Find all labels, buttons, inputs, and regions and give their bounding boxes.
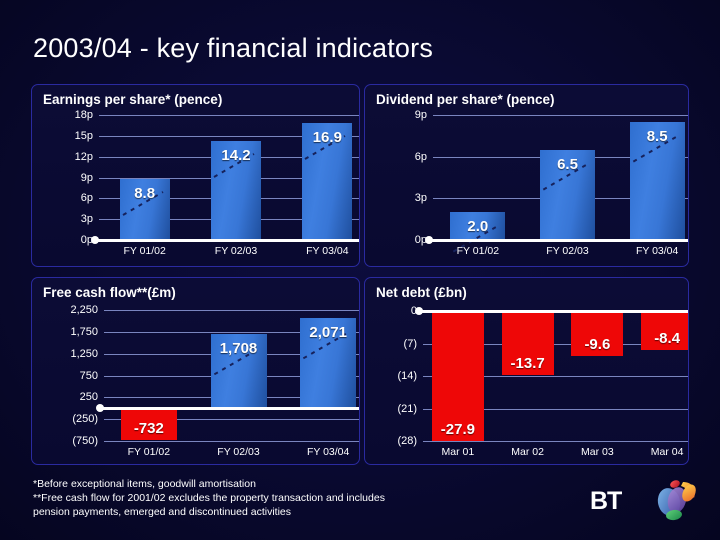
y-axis-tick-label: 3p [80, 213, 93, 226]
y-axis-tick-label: 250 [79, 391, 98, 404]
bt-logo: BT [590, 476, 698, 522]
bar-value-label: 2,071 [309, 323, 347, 341]
chart-title-free-cash-flow: Free cash flow**(£m) [43, 285, 176, 300]
axis-endpoint-dot-left [96, 404, 104, 413]
y-axis-tick-label: (21) [397, 402, 417, 415]
bar-netdebt-0 [431, 311, 484, 441]
page-title: 2003/04 - key financial indicators [33, 33, 434, 63]
chart-title-earnings-per-share: Earnings per share* (pence) [43, 92, 223, 107]
gridline [104, 441, 359, 442]
bar-dps-0 [450, 212, 506, 240]
x-axis-category-label: Mar 04 [650, 446, 684, 458]
x-axis-category-label: FY 02/03 [546, 245, 589, 257]
bar-value-label: 6.5 [557, 155, 578, 173]
bar-eps-0 [119, 178, 170, 240]
bar-value-label: -8.4 [654, 330, 681, 347]
bar-eps-1 [211, 141, 261, 240]
y-axis-tick-label: 18p [74, 109, 93, 121]
chart-panel-free-cash-flow: Free cash flow**(£m) (750) (250) 250 750 1,2… [31, 277, 360, 465]
y-axis-tick-label: 3p [414, 192, 427, 205]
gridline [104, 310, 359, 311]
axis-endpoint-dot-left [91, 236, 99, 244]
y-axis-tick-label: 1,750 [70, 325, 98, 338]
bar-value-label: -9.6 [584, 335, 611, 353]
y-axis-tick-label: 750 [79, 369, 98, 382]
y-axis-tick-label: 0p [80, 234, 93, 246]
y-axis-tick-label: (28) [397, 435, 417, 447]
y-axis-tick-label: 6p [414, 150, 427, 163]
x-axis-category-label: Mar 03 [581, 446, 614, 458]
footnote-line-2: **Free cash flow for 2001/02 excludes th… [33, 492, 385, 504]
y-axis-tick-label: (750) [72, 435, 98, 447]
y-axis-tick-label: 0p [414, 234, 427, 246]
footnote-line-3: pension payments, emerged and discontinu… [33, 506, 291, 518]
gridline [99, 115, 359, 116]
chart-title-net-debt: Net debt (£bn) [376, 285, 467, 300]
gridline [433, 115, 688, 116]
x-axis-category-label: FY 01/02 [127, 446, 171, 458]
bar-value-label: 8.8 [134, 184, 156, 202]
bt-wordmark: BT [590, 487, 622, 515]
chart-panel-dividend-per-share: Dividend per share* (pence) 0p 3p 6p 9p 2.0 F… [364, 84, 689, 267]
chart-panel-earnings-per-share: Earnings per share* (pence) 0p 3p 6p 9p 12p 1… [31, 84, 360, 267]
gridline [104, 331, 359, 333]
bar-dps-2 [629, 121, 685, 240]
bar-value-label: 16.9 [312, 128, 342, 146]
bar-value-label: -732 [133, 420, 164, 438]
gridline [423, 343, 688, 345]
x-axis-category-label: FY 03/04 [306, 245, 349, 257]
axis-endpoint-dot-left [425, 236, 433, 244]
bar-value-label: -27.9 [440, 420, 475, 438]
axis-endpoint-dot-left [415, 307, 423, 315]
chart-panel-net-debt: Net debt (£bn) 0 (7) (14) (21) (28) -27.9 Mar … [364, 277, 689, 465]
bar-dps-1 [540, 149, 595, 240]
bar-fcf-0 [120, 408, 177, 441]
chart-title-dividend-per-share: Dividend per share* (pence) [376, 92, 555, 107]
x-axis-category-label: FY 01/02 [456, 245, 500, 257]
x-axis-category-label: FY 02/03 [217, 446, 260, 458]
bar-fcf-2 [300, 317, 357, 409]
y-axis-tick-label: 9p [80, 171, 93, 184]
y-axis-tick-label: 9p [414, 109, 427, 121]
x-axis-category-label: Mar 02 [511, 446, 544, 458]
x-axis-category-label: FY 01/02 [123, 245, 166, 257]
bar-value-label: 14.2 [221, 147, 251, 165]
bar-value-label: 2.0 [467, 218, 489, 236]
y-axis-tick-label: 6p [80, 192, 93, 205]
zero-axis-line [95, 239, 359, 242]
bar-value-label: 1,708 [219, 339, 258, 357]
bar-fcf-1 [210, 333, 267, 409]
y-axis-tick-label: (250) [72, 413, 98, 426]
gridline [99, 135, 359, 137]
zero-axis-line [429, 239, 688, 242]
footnotes: *Before exceptional items, goodwill amor… [33, 477, 503, 519]
bt-connected-world-globe-icon [657, 480, 696, 521]
y-axis-tick-label: (7) [403, 337, 417, 350]
gridline [423, 408, 688, 410]
y-axis-tick-label: 15p [74, 129, 93, 142]
bar-value-label: -13.7 [510, 354, 545, 372]
bar-netdebt-2 [571, 311, 624, 356]
x-axis-category-label: FY 03/04 [306, 446, 350, 458]
y-axis-tick-label: 1,250 [70, 347, 98, 360]
x-axis-category-label: FY 03/04 [635, 245, 679, 257]
gridline [423, 376, 688, 377]
y-axis-tick-label: (14) [397, 370, 417, 382]
y-axis-tick-label: 2,250 [70, 304, 98, 316]
x-axis-category-label: Mar 01 [441, 446, 475, 458]
bar-netdebt-1 [501, 311, 554, 375]
x-axis-category-label: FY 02/03 [214, 245, 258, 257]
bar-value-label: 8.5 [646, 127, 668, 145]
gridline [104, 419, 359, 421]
zero-axis-line [419, 310, 688, 313]
y-axis-tick-label: 0 [410, 305, 417, 317]
y-axis-tick-label: 12p [74, 150, 93, 163]
gridline [423, 441, 688, 442]
footnote-line-1: *Before exceptional items, goodwill amor… [33, 478, 256, 490]
zero-axis-line [100, 407, 359, 411]
bar-netdebt-3 [641, 311, 688, 350]
